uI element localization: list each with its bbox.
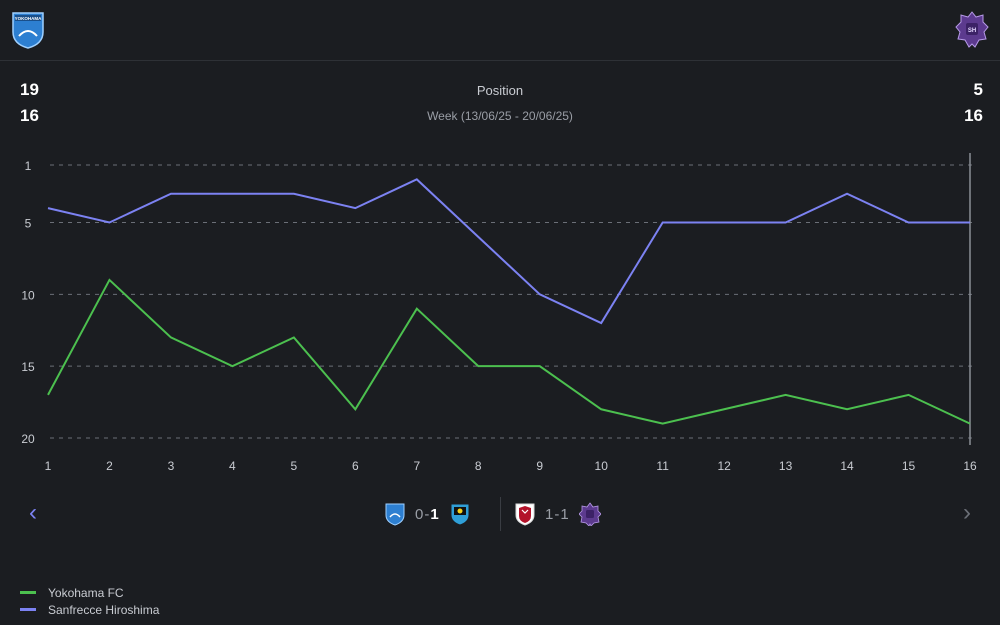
chevron-right-icon: › [963,499,971,526]
sanfrecce-hiroshima-series-line [47,178,970,325]
home-position: 19 [20,80,39,99]
x-tick-label: 7 [413,459,420,473]
sanfrecce-hiroshima-crest-icon [578,502,601,526]
x-tick-label: 10 [595,459,609,473]
week-matches: 0-1 1-1 [380,497,630,531]
match-score: 0-1 [415,505,440,523]
match-yokohama-kawasaki[interactable]: 0-1 [384,497,471,531]
x-tick-label: 13 [779,459,793,473]
x-tick-label: 11 [656,459,669,473]
yokohama-fc-crest-icon [385,503,405,526]
home-week: 16 [20,106,39,125]
y-tick-label: 15 [21,360,35,374]
week-range-label: Week (13/06/25 - 20/06/25) [427,109,573,123]
match-kashima-hiroshima[interactable]: 1-1 [514,497,601,531]
hiroshima-crest-text: SH [968,28,976,34]
legend-swatch [20,591,36,594]
legend-label: Sanfrecce Hiroshima [48,602,160,617]
x-tick-label: 14 [840,459,854,473]
x-tick-label: 16 [963,459,977,473]
sanfrecce-hiroshima-crest-icon: SH [955,11,989,48]
x-tick-label: 6 [352,459,359,473]
header-bar: YOKOHAMA SH [0,0,1000,61]
legend-item-yokohama[interactable]: Yokohama FC [20,584,159,601]
y-tick-label: 20 [21,432,35,446]
x-tick-label: 2 [106,459,113,473]
kashima-antlers-crest-icon [515,503,535,526]
y-tick-label: 1 [25,159,32,173]
kawasaki-frontale-crest-icon [450,503,470,526]
yokohama-fc-series-line [47,278,971,425]
away-position: 5 [973,80,983,99]
yokohama-fc-crest-icon: YOKOHAMA [12,12,44,49]
x-tick-label: 1 [45,459,52,473]
legend-label: Yokohama FC [48,585,124,600]
x-tick-label: 12 [717,459,731,473]
x-tick-label: 4 [229,459,236,473]
chart-legend: Yokohama FC Sanfrecce Hiroshima [20,584,159,618]
y-tick-label: 10 [21,288,35,302]
yokohama-crest-text: YOKOHAMA [15,16,42,21]
chevron-left-icon: ‹ [29,499,37,526]
y-tick-label: 5 [25,216,32,230]
next-week-button[interactable]: › [952,498,982,528]
legend-swatch [20,608,36,611]
position-label: Position [476,83,524,98]
x-tick-label: 3 [168,459,175,473]
match-score: 1-1 [545,505,570,523]
x-tick-label: 5 [291,459,298,473]
x-tick-label: 8 [475,459,482,473]
previous-week-button[interactable]: ‹ [18,498,48,528]
x-tick-label: 9 [536,459,543,473]
legend-item-hiroshima[interactable]: Sanfrecce Hiroshima [20,601,159,618]
away-week: 16 [964,106,983,125]
x-tick-label: 15 [902,459,916,473]
match-divider [500,497,501,531]
